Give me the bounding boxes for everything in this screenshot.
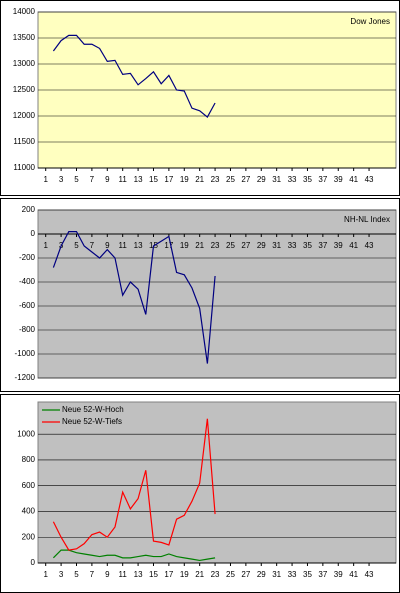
legend-label: Neue 52-W-Hoch xyxy=(62,405,124,414)
x-tick-label: 41 xyxy=(349,175,358,184)
x-tick-label: 41 xyxy=(349,570,358,579)
x-tick-label: 25 xyxy=(226,175,235,184)
y-tick-label: -800 xyxy=(19,325,36,334)
x-tick-label: 43 xyxy=(365,241,374,250)
y-tick-label: 0 xyxy=(31,558,36,567)
x-tick-label: 5 xyxy=(74,175,79,184)
plot-area xyxy=(37,209,397,379)
x-tick-label: 39 xyxy=(334,241,343,250)
x-tick-label: 19 xyxy=(180,570,189,579)
x-tick-label: 29 xyxy=(257,175,266,184)
line-series xyxy=(52,34,216,118)
x-tick-label: 17 xyxy=(164,241,173,250)
x-tick-label: 13 xyxy=(134,570,143,579)
y-tick-label: 600 xyxy=(22,481,36,490)
x-tick-label: 43 xyxy=(365,175,374,184)
x-tick-label: 23 xyxy=(211,570,220,579)
x-tick-label: 15 xyxy=(149,570,158,579)
x-tick-label: 31 xyxy=(272,241,281,250)
chart-title: NH-NL Index xyxy=(344,215,390,224)
x-tick-label: 17 xyxy=(164,570,173,579)
x-tick-label: 15 xyxy=(149,175,158,184)
x-tick-label: 19 xyxy=(180,241,189,250)
x-tick-label: 21 xyxy=(195,241,204,250)
x-tick-label: 37 xyxy=(318,241,327,250)
x-tick-label: 1 xyxy=(43,241,48,250)
x-tick-label: 11 xyxy=(119,241,128,250)
x-tick-label: 27 xyxy=(241,570,250,579)
x-tick-label: 21 xyxy=(195,175,204,184)
y-tick-label: -1000 xyxy=(15,349,36,358)
x-tick-label: 11 xyxy=(119,175,128,184)
x-tick-label: 43 xyxy=(365,570,374,579)
line-series xyxy=(52,418,216,551)
line-series xyxy=(52,231,216,364)
x-tick-label: 3 xyxy=(59,570,64,579)
y-tick-label: -400 xyxy=(19,277,36,286)
x-tick-label: 7 xyxy=(90,175,95,184)
x-tick-label: 17 xyxy=(164,175,173,184)
y-tick-label: 400 xyxy=(22,507,36,516)
x-tick-label: 23 xyxy=(211,175,220,184)
y-tick-label: 11500 xyxy=(13,137,35,146)
x-tick-label: 25 xyxy=(226,570,235,579)
x-tick-label: 13 xyxy=(134,241,143,250)
y-tick-label: 1000 xyxy=(17,429,35,438)
x-tick-label: 23 xyxy=(211,241,220,250)
y-tick-label: -1200 xyxy=(15,373,36,382)
x-tick-label: 41 xyxy=(349,241,358,250)
y-tick-label: -200 xyxy=(19,253,36,262)
y-tick-label: 11000 xyxy=(13,163,35,172)
x-tick-label: 33 xyxy=(288,241,297,250)
line-series xyxy=(52,549,216,562)
x-tick-label: 25 xyxy=(226,241,235,250)
legend-box xyxy=(40,403,132,429)
x-tick-label: 35 xyxy=(303,570,312,579)
x-tick-label: 11 xyxy=(119,570,128,579)
x-tick-label: 5 xyxy=(74,570,79,579)
x-tick-label: 21 xyxy=(195,570,204,579)
x-tick-label: 35 xyxy=(303,241,312,250)
y-tick-label: -600 xyxy=(19,301,36,310)
y-tick-label: 12500 xyxy=(13,85,36,94)
x-tick-label: 31 xyxy=(272,175,281,184)
x-tick-label: 1 xyxy=(43,175,48,184)
x-tick-label: 19 xyxy=(180,175,189,184)
y-tick-label: 12000 xyxy=(13,111,36,120)
x-tick-label: 29 xyxy=(257,570,266,579)
x-tick-label: 7 xyxy=(90,570,95,579)
x-tick-label: 3 xyxy=(59,175,64,184)
x-tick-label: 31 xyxy=(272,570,281,579)
x-tick-label: 9 xyxy=(105,241,110,250)
x-tick-label: 27 xyxy=(241,175,250,184)
x-tick-label: 37 xyxy=(318,175,327,184)
y-tick-label: 800 xyxy=(22,455,36,464)
x-tick-label: 33 xyxy=(288,570,297,579)
x-tick-label: 39 xyxy=(334,570,343,579)
y-tick-label: 200 xyxy=(22,205,36,214)
x-tick-label: 9 xyxy=(105,570,110,579)
legend-label: Neue 52-W-Tiefs xyxy=(62,417,122,426)
x-tick-label: 7 xyxy=(90,241,95,250)
x-tick-label: 27 xyxy=(241,241,250,250)
x-tick-label: 1 xyxy=(43,570,48,579)
x-tick-label: 33 xyxy=(288,175,297,184)
x-tick-label: 39 xyxy=(334,175,343,184)
x-tick-label: 13 xyxy=(134,175,143,184)
y-tick-label: 13500 xyxy=(13,33,36,42)
x-tick-label: 5 xyxy=(74,241,79,250)
y-tick-label: 13000 xyxy=(13,59,36,68)
y-tick-label: 200 xyxy=(22,532,36,541)
x-tick-label: 9 xyxy=(105,175,110,184)
y-tick-label: 14000 xyxy=(13,7,36,16)
x-tick-label: 29 xyxy=(257,241,266,250)
chart-title: Dow Jones xyxy=(350,17,390,26)
x-tick-label: 35 xyxy=(303,175,312,184)
x-tick-label: 37 xyxy=(318,570,327,579)
y-tick-label: 0 xyxy=(31,229,36,238)
